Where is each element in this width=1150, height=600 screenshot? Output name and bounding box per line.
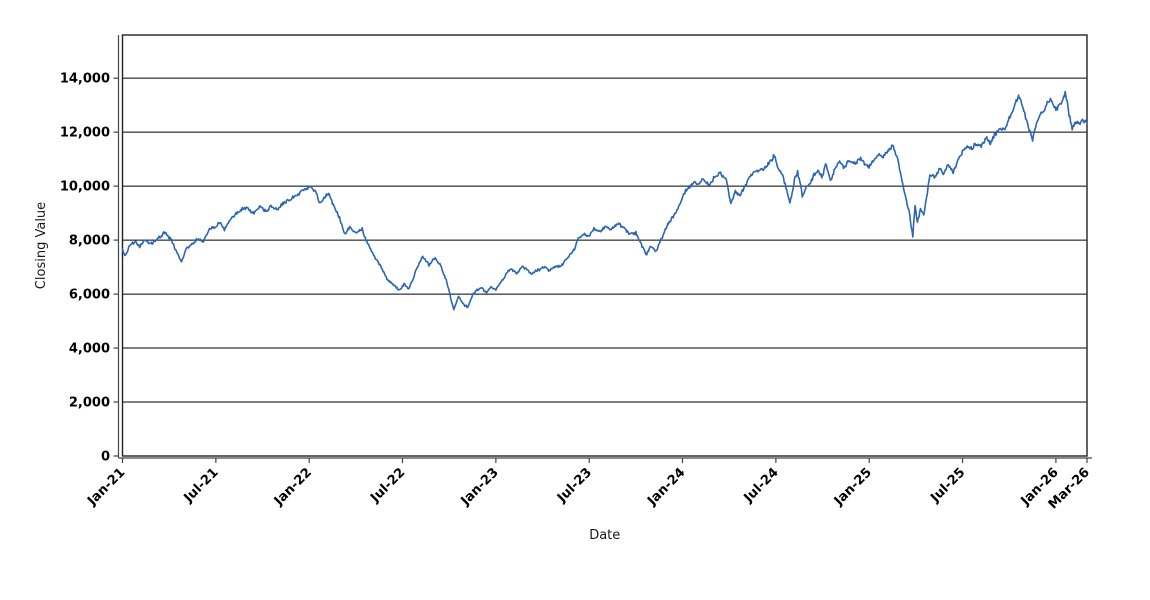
y-axis-title: Closing Value — [34, 202, 49, 289]
y-tick-label: 6,000 — [69, 288, 110, 303]
x-axis-title: Date — [589, 528, 620, 543]
y-tick-label: 14,000 — [60, 72, 110, 87]
x-tick-label: Jul-22 — [367, 465, 408, 506]
x-axis-tick-labels: Jan-21 Jul-21 Jan-22 Jul-22 Jan-23 Jul-23 Jan-… — [84, 465, 1093, 512]
x-tick-label: Jan-23 — [458, 465, 502, 509]
plot-border — [121, 34, 1088, 457]
series-line-closing-value — [121, 90, 1088, 311]
y-tick-label: 4,000 — [69, 342, 110, 357]
y-tick-label: 10,000 — [60, 180, 110, 195]
x-tick-label: Jan-25 — [831, 465, 875, 509]
x-tick-label: Jul-24 — [741, 465, 782, 506]
x-tick-label: Jan-24 — [644, 465, 688, 509]
y-tick-label: 0 — [101, 450, 110, 465]
gridlines — [122, 77, 1087, 457]
y-axis-ticks — [113, 77, 119, 457]
y-tick-label: 2,000 — [69, 396, 110, 411]
x-axis-ticks — [121, 458, 1088, 463]
y-tick-label: 12,000 — [60, 126, 110, 141]
x-tick-label: Jul-23 — [554, 465, 595, 506]
x-tick-label: Jan-22 — [271, 465, 315, 509]
x-tick-label: Jul-25 — [927, 465, 968, 506]
y-tick-label: 8,000 — [69, 234, 110, 249]
y-axis-tick-labels: 0 2,000 4,000 6,000 8,000 10,000 12,000 14,000 — [60, 72, 110, 465]
x-tick-label: Jan-21 — [84, 465, 128, 509]
x-tick-label: Jul-21 — [181, 465, 222, 506]
